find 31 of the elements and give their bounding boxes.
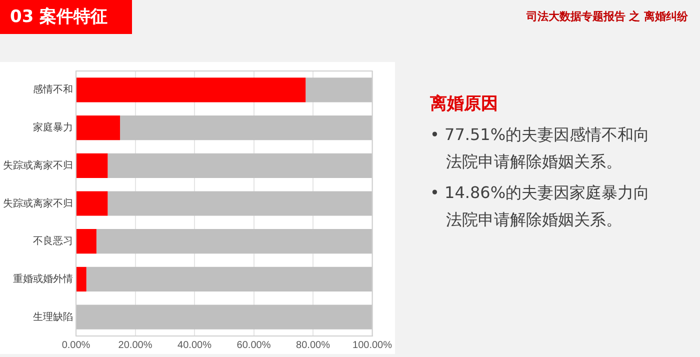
x-tick-label: 0.00% bbox=[62, 340, 90, 351]
bar bbox=[86, 266, 372, 292]
text: • 77.51%的夫妻因感情不和向法院申请解除婚姻关系。 bbox=[430, 124, 651, 173]
bar bbox=[306, 78, 372, 102]
bar bbox=[76, 78, 306, 102]
bar bbox=[120, 115, 372, 140]
bar bbox=[108, 153, 372, 178]
text: • 14.86%的夫妻因家庭暴力向法院申请解除婚姻关系。 bbox=[430, 182, 651, 231]
y-tick-label: 不良恶习 bbox=[33, 235, 73, 248]
y-tick-label: 家庭暴力 bbox=[33, 122, 73, 134]
y-tick-label: 生理缺陷 bbox=[33, 310, 73, 323]
x-tick-label: 60.00% bbox=[236, 340, 271, 351]
bar bbox=[108, 191, 372, 216]
bar bbox=[76, 115, 120, 140]
bar bbox=[76, 191, 108, 216]
bar bbox=[96, 229, 372, 254]
y-tick-label: 失踪或离家不归 bbox=[3, 197, 73, 210]
x-tick-label: 100.00% bbox=[352, 340, 392, 351]
y-tick-label: 感情不和 bbox=[33, 84, 73, 96]
x-tick-label: 80.00% bbox=[296, 340, 330, 351]
x-tick-label: 40.00% bbox=[178, 340, 212, 351]
text: 离婚原因 bbox=[430, 93, 499, 115]
text: 司法大数据专题报告 之 离婚纠纷 bbox=[526, 9, 688, 24]
y-tick-label: 失踪或离家不归 bbox=[3, 159, 73, 172]
bar bbox=[76, 304, 372, 330]
bar bbox=[76, 266, 86, 292]
chart-title: 03 案件特征 bbox=[0, 0, 132, 34]
y-tick-label: 重婚或婚外情 bbox=[13, 272, 73, 285]
x-tick-label: 20.00% bbox=[118, 340, 152, 351]
bar bbox=[76, 153, 108, 178]
bar bbox=[76, 229, 96, 254]
